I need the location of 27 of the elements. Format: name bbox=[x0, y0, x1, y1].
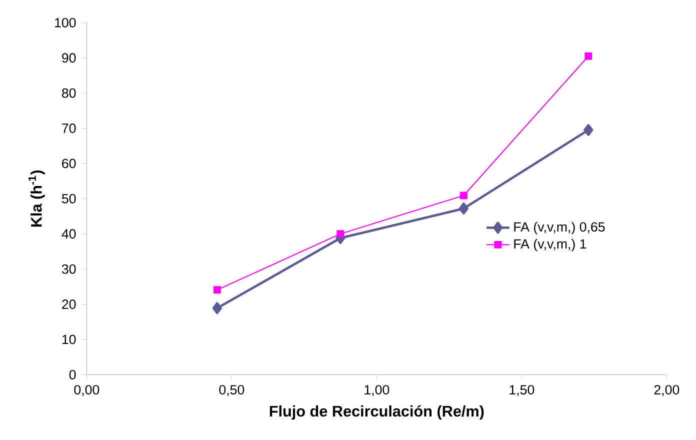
x-tick-label: 0,00 bbox=[74, 385, 100, 396]
y-tick-label: 60 bbox=[62, 158, 76, 168]
legend-label: FA (v,v,m,) 1 bbox=[514, 238, 586, 252]
y-tick-label: 20 bbox=[62, 300, 76, 309]
y-tick-label: 0 bbox=[69, 370, 76, 380]
y-tick-label: 70 bbox=[62, 124, 76, 133]
y-tick-label: 90 bbox=[62, 53, 76, 63]
y-tick-label: 40 bbox=[62, 229, 76, 239]
x-tick-label: 1,50 bbox=[510, 385, 534, 396]
y-axis-title: Kla (h$^{-1}$) bbox=[28, 170, 45, 227]
y-tick-label: 50 bbox=[62, 194, 76, 204]
point bbox=[584, 124, 594, 136]
x-axis-title: Flujo de Recirculación (Re/m) bbox=[270, 405, 484, 420]
point bbox=[213, 286, 221, 294]
point bbox=[212, 302, 222, 314]
x-tick-label: 0,50 bbox=[219, 385, 244, 396]
y-tick-label: 10 bbox=[62, 334, 76, 344]
x-tick-label: 1,00 bbox=[364, 385, 390, 396]
x-tick-label: 2,00 bbox=[654, 385, 680, 396]
y-tick-label: 100 bbox=[55, 18, 76, 28]
point bbox=[458, 202, 468, 215]
point bbox=[460, 192, 468, 200]
point bbox=[584, 52, 592, 60]
y-tick-label: 30 bbox=[62, 264, 76, 274]
point bbox=[336, 230, 344, 238]
y-tick-label: 80 bbox=[62, 88, 76, 98]
legend-label: FA (v,v,m,) 0,65 bbox=[514, 222, 605, 234]
